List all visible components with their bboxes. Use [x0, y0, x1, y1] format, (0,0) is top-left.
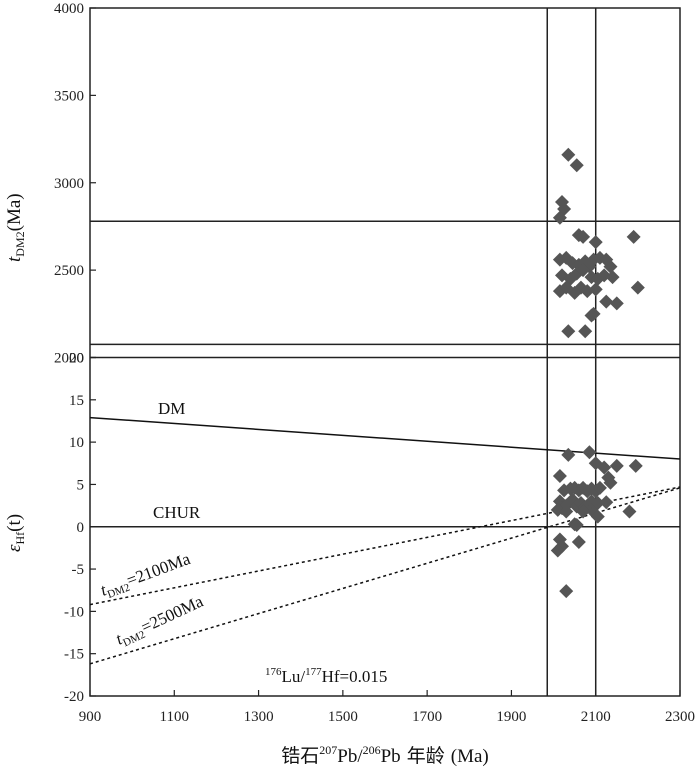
x-tick-label: 1100 [160, 709, 189, 725]
x-tick-label: 2100 [581, 709, 611, 725]
dm-line [89, 416, 681, 460]
bottom-y-axis: -20 -15 -10 -5 0 5 10 15 20 [64, 351, 96, 705]
lu-hf-ratio-label: 176Lu/177Hf=0.015 [265, 666, 387, 686]
x-tick-label: 1500 [328, 709, 358, 725]
epsilon-hf-data-point [571, 534, 586, 549]
x-tick-label: 1300 [244, 709, 274, 725]
bottom-y-tick-label: -5 [72, 562, 85, 578]
bottom-data-points [550, 445, 643, 599]
tdm2-data-point [561, 324, 576, 339]
x-tick-label: 1900 [496, 709, 526, 725]
top-y-tick-label: 2000 [54, 351, 84, 367]
bottom-y-axis-label: εHf(t) [4, 514, 27, 552]
top-y-tick-label: 3000 [54, 176, 84, 192]
tdm2-data-point [630, 280, 645, 295]
x-axis: 900 1100 1300 1500 1700 1900 2100 2300 [79, 690, 695, 725]
x-tick-label: 2300 [665, 709, 695, 725]
epsilon-hf-data-point [609, 458, 624, 473]
chur-label: CHUR [153, 503, 201, 522]
tdm2-data-point [588, 235, 603, 250]
tdm2-data-point [626, 229, 641, 244]
tdm2-data-point [599, 294, 614, 309]
top-y-tick-label: 3500 [54, 88, 84, 104]
model-line-dotted [89, 487, 681, 665]
bottom-y-tick-label: 5 [77, 477, 85, 493]
tdm2-data-point [561, 147, 576, 162]
bottom-y-tick-label: -20 [64, 689, 84, 705]
epsilon-hf-data-point [561, 447, 576, 462]
tdm2-data-point [609, 296, 624, 311]
tdm2-data-point [578, 324, 593, 339]
t2100-label: tDM2=2100Ma [98, 549, 194, 603]
top-y-tick-label: 4000 [54, 1, 84, 17]
x-axis-label: 锆石207Pb/206Pb 年龄 (Ma) [281, 743, 489, 767]
epsilon-hf-data-point [582, 445, 597, 460]
plot-frame [89, 7, 681, 697]
epsilon-hf-data-point [622, 504, 637, 519]
top-data-points [552, 147, 645, 339]
bottom-y-tick-label: 0 [77, 520, 85, 536]
bottom-y-tick-label: 20 [69, 351, 84, 367]
dm-label: DM [158, 399, 185, 418]
bottom-y-tick-label: 15 [69, 393, 84, 409]
top-y-tick-label: 2500 [54, 263, 84, 279]
top-y-axis: 2000 2500 3000 3500 4000 [54, 1, 96, 367]
model-lines [89, 416, 681, 665]
epsilon-hf-data-point [628, 458, 643, 473]
x-tick-label: 900 [79, 709, 102, 725]
epsilon-hf-data-point [552, 468, 567, 483]
epsilon-hf-data-point [559, 584, 574, 599]
bottom-y-tick-label: 10 [69, 435, 84, 451]
x-tick-label: 1700 [412, 709, 442, 725]
bottom-y-tick-label: -15 [64, 647, 84, 663]
tdm2-data-point [569, 158, 584, 173]
bottom-y-tick-label: -10 [64, 604, 84, 620]
top-y-axis-label: tDM2(Ma) [4, 193, 27, 262]
model-line-dotted [89, 486, 681, 606]
top-reference-lines [90, 8, 680, 358]
